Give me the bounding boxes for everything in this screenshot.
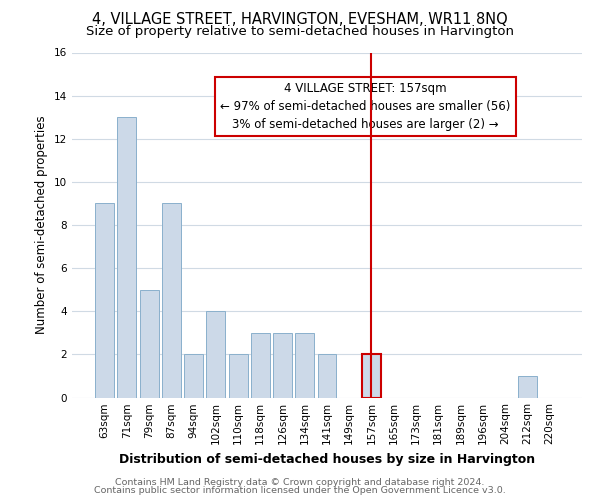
Text: 4 VILLAGE STREET: 157sqm
← 97% of semi-detached houses are smaller (56)
3% of se: 4 VILLAGE STREET: 157sqm ← 97% of semi-d…: [220, 82, 511, 131]
Bar: [206, 311, 225, 398]
Text: Contains HM Land Registry data © Crown copyright and database right 2024.: Contains HM Land Registry data © Crown c…: [115, 478, 485, 487]
Bar: [162, 204, 181, 398]
Bar: [95, 204, 114, 398]
Bar: [362, 354, 381, 398]
Bar: [518, 376, 536, 398]
Bar: [184, 354, 203, 398]
Bar: [140, 290, 158, 398]
Text: Size of property relative to semi-detached houses in Harvington: Size of property relative to semi-detach…: [86, 25, 514, 38]
Y-axis label: Number of semi-detached properties: Number of semi-detached properties: [35, 116, 49, 334]
Bar: [251, 333, 270, 398]
Bar: [295, 333, 314, 398]
Text: Contains public sector information licensed under the Open Government Licence v3: Contains public sector information licen…: [94, 486, 506, 495]
X-axis label: Distribution of semi-detached houses by size in Harvington: Distribution of semi-detached houses by …: [119, 453, 535, 466]
Text: 4, VILLAGE STREET, HARVINGTON, EVESHAM, WR11 8NQ: 4, VILLAGE STREET, HARVINGTON, EVESHAM, …: [92, 12, 508, 26]
Bar: [229, 354, 248, 398]
Bar: [317, 354, 337, 398]
Bar: [118, 117, 136, 398]
Bar: [273, 333, 292, 398]
